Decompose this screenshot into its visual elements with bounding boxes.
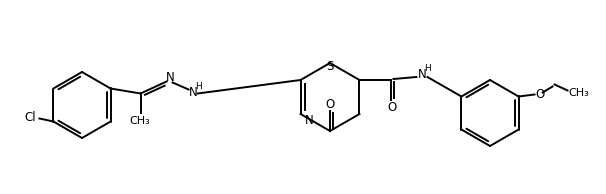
Text: Cl: Cl [25,111,36,124]
Text: N: N [166,71,175,84]
Text: H: H [195,82,202,91]
Text: O: O [325,98,335,111]
Text: O: O [388,101,397,114]
Text: O: O [535,88,544,101]
Text: N: N [305,114,314,127]
Text: CH₃: CH₃ [568,88,589,99]
Text: CH₃: CH₃ [129,117,150,126]
Text: H: H [424,64,431,74]
Text: S: S [326,60,334,73]
Text: N: N [418,68,427,81]
Text: N: N [189,86,198,99]
